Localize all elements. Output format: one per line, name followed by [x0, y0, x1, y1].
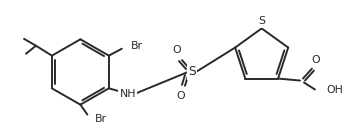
Text: Br: Br [131, 41, 143, 51]
Text: S: S [258, 16, 265, 26]
Text: Br: Br [95, 114, 107, 123]
Text: O: O [173, 45, 181, 55]
Text: S: S [188, 66, 196, 79]
Text: NH: NH [120, 89, 136, 99]
Text: O: O [312, 55, 320, 65]
Text: OH: OH [326, 85, 343, 95]
Text: O: O [177, 91, 185, 101]
